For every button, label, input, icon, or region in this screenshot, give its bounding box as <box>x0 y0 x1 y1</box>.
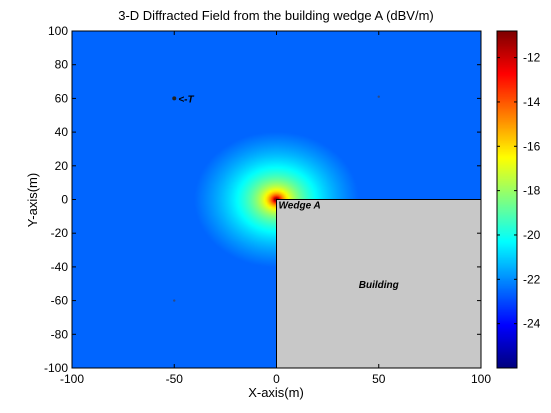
small-marker <box>377 95 380 98</box>
y-tick-label: 40 <box>55 125 69 139</box>
colorbar-tick-label: -24 <box>523 317 541 331</box>
annotation-label: Wedge A <box>279 201 321 212</box>
y-axis-label: Y-axis(m) <box>25 173 40 227</box>
chart-title: 3-D Diffracted Field from the building w… <box>118 8 434 23</box>
y-axis-ticks: -100 -80 -60 -40 -20 0 20 40 60 80 100 <box>44 24 481 375</box>
x-tick-label: -50 <box>166 372 184 386</box>
colorbar-tick-label: -22 <box>523 272 541 286</box>
colorbar-gradient <box>497 31 517 368</box>
y-tick-label: -100 <box>44 361 68 375</box>
y-tick-label: 60 <box>55 91 69 105</box>
colorbar-tick-label: -12 <box>523 51 541 65</box>
plot-area: Building Wedge A <-T -100 -50 0 50 100 -100 -80… <box>44 24 491 386</box>
y-tick-label: -80 <box>51 327 69 341</box>
building-label: Building <box>359 280 399 291</box>
colorbar-tick-label: -18 <box>523 184 541 198</box>
x-tick-label: 50 <box>372 372 386 386</box>
y-tick-label: 80 <box>55 58 69 72</box>
annotations: Building Wedge A <-T <box>178 94 398 290</box>
y-tick-label: 0 <box>61 193 68 207</box>
y-tick-label: -60 <box>51 294 69 308</box>
colorbar-frame <box>496 30 518 369</box>
y-tick-label: 100 <box>48 24 68 38</box>
x-tick-label: 100 <box>471 372 491 386</box>
y-tick-label: -20 <box>51 226 69 240</box>
annotation-label: <-T <box>178 94 194 105</box>
colorbar-tick-label: -20 <box>523 228 541 242</box>
x-axis-label: X-axis(m) <box>248 385 304 400</box>
colorbar: -24 -22 -20 -18 -16 -14 -12 <box>496 30 541 369</box>
small-marker <box>173 299 176 302</box>
y-tick-label: 20 <box>55 159 69 173</box>
y-tick-label: -40 <box>51 260 69 274</box>
building-region <box>276 199 481 368</box>
colorbar-tick-label: -14 <box>523 95 541 109</box>
colorbar-tick-label: -16 <box>523 139 541 153</box>
x-tick-label: -100 <box>60 372 84 386</box>
markers <box>172 95 380 302</box>
colorbar-ticks: -24 -22 -20 -18 -16 -14 -12 <box>497 51 541 331</box>
transmitter-marker <box>172 96 177 101</box>
x-tick-label: 0 <box>273 372 280 386</box>
x-axis-ticks: -100 -50 0 50 100 <box>60 31 491 386</box>
